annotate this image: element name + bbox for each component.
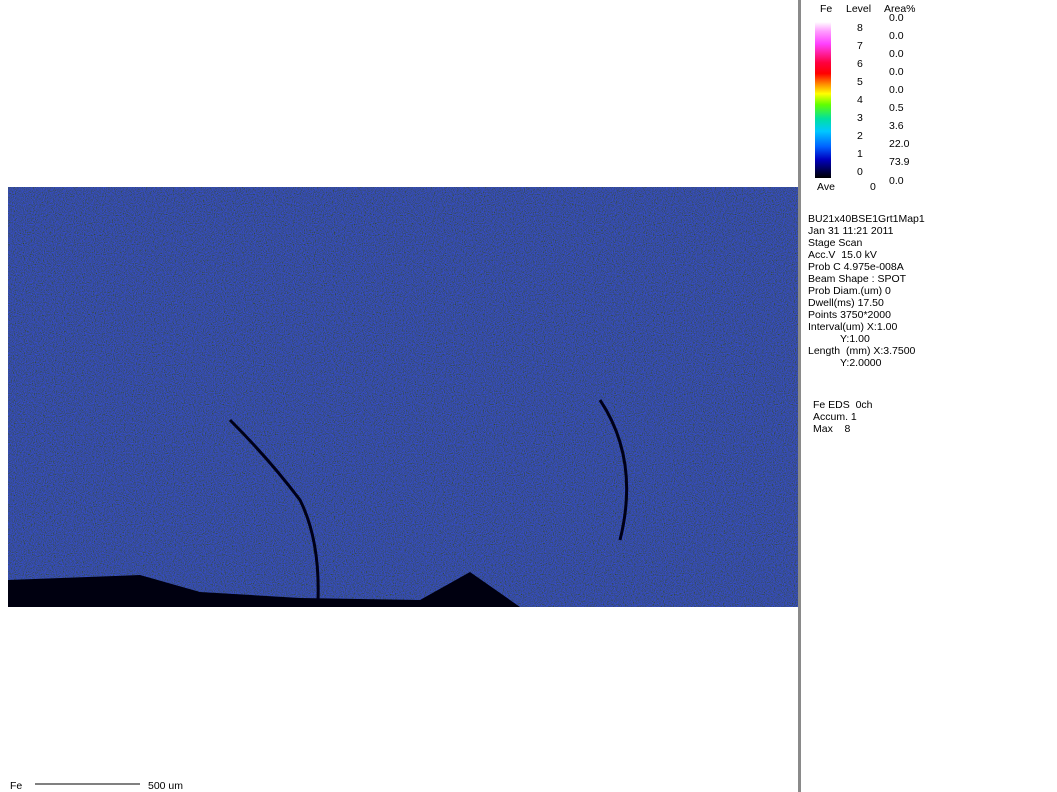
info-line: Y:1.00 xyxy=(840,333,870,345)
ave-value: 0 xyxy=(870,181,876,193)
page: Fe 500 um Fe Level Area% Ave 0 0.0 87654… xyxy=(0,0,1057,792)
info-line: Beam Shape : SPOT xyxy=(808,273,906,285)
level-label: 1 xyxy=(857,148,863,160)
ave-area: 0.0 xyxy=(889,175,904,187)
channel-line: Fe EDS 0ch xyxy=(813,399,873,411)
area-value: 0.5 xyxy=(889,102,904,114)
channel-line: Max 8 xyxy=(813,423,850,435)
area-value: 22.0 xyxy=(889,138,909,150)
area-value: 0.0 xyxy=(889,12,904,24)
info-line: Prob C 4.975e-008A xyxy=(808,261,904,273)
level-label: 3 xyxy=(857,112,863,124)
info-line: Jan 31 11:21 2011 xyxy=(808,225,893,237)
map-image-svg xyxy=(0,0,798,792)
info-line: Acc.V 15.0 kV xyxy=(808,249,877,261)
level-header: Level xyxy=(846,3,871,15)
info-line: Prob Diam.(um) 0 xyxy=(808,285,891,297)
area-value: 0.0 xyxy=(889,48,904,60)
area-value: 0.0 xyxy=(889,66,904,78)
info-line: BU21x40BSE1Grt1Map1 xyxy=(808,213,925,225)
map-texture xyxy=(8,187,798,607)
color-bar xyxy=(815,22,831,178)
channel-line: Accum. 1 xyxy=(813,411,857,423)
scale-label: 500 um xyxy=(148,780,183,792)
area-value: 0.0 xyxy=(889,30,904,42)
level-label: 2 xyxy=(857,130,863,142)
divider xyxy=(798,0,801,792)
ave-label: Ave xyxy=(817,181,835,193)
map-panel: Fe 500 um xyxy=(0,0,798,792)
level-label: 4 xyxy=(857,94,863,106)
level-label: 0 xyxy=(857,166,863,178)
area-value: 3.6 xyxy=(889,120,904,132)
info-line: Dwell(ms) 17.50 xyxy=(808,297,884,309)
info-line: Stage Scan xyxy=(808,237,862,249)
scale-element: Fe xyxy=(10,780,22,792)
level-label: 6 xyxy=(857,58,863,70)
level-label: 5 xyxy=(857,76,863,88)
level-label: 7 xyxy=(857,40,863,52)
info-line: Points 3750*2000 xyxy=(808,309,891,321)
info-line: Length (mm) X:3.7500 xyxy=(808,345,915,357)
area-value: 0.0 xyxy=(889,84,904,96)
info-line: Y:2.0000 xyxy=(840,357,881,369)
legend-element: Fe xyxy=(820,3,832,15)
area-value: 73.9 xyxy=(889,156,909,168)
level-label: 8 xyxy=(857,22,863,34)
info-line: Interval(um) X:1.00 xyxy=(808,321,897,333)
